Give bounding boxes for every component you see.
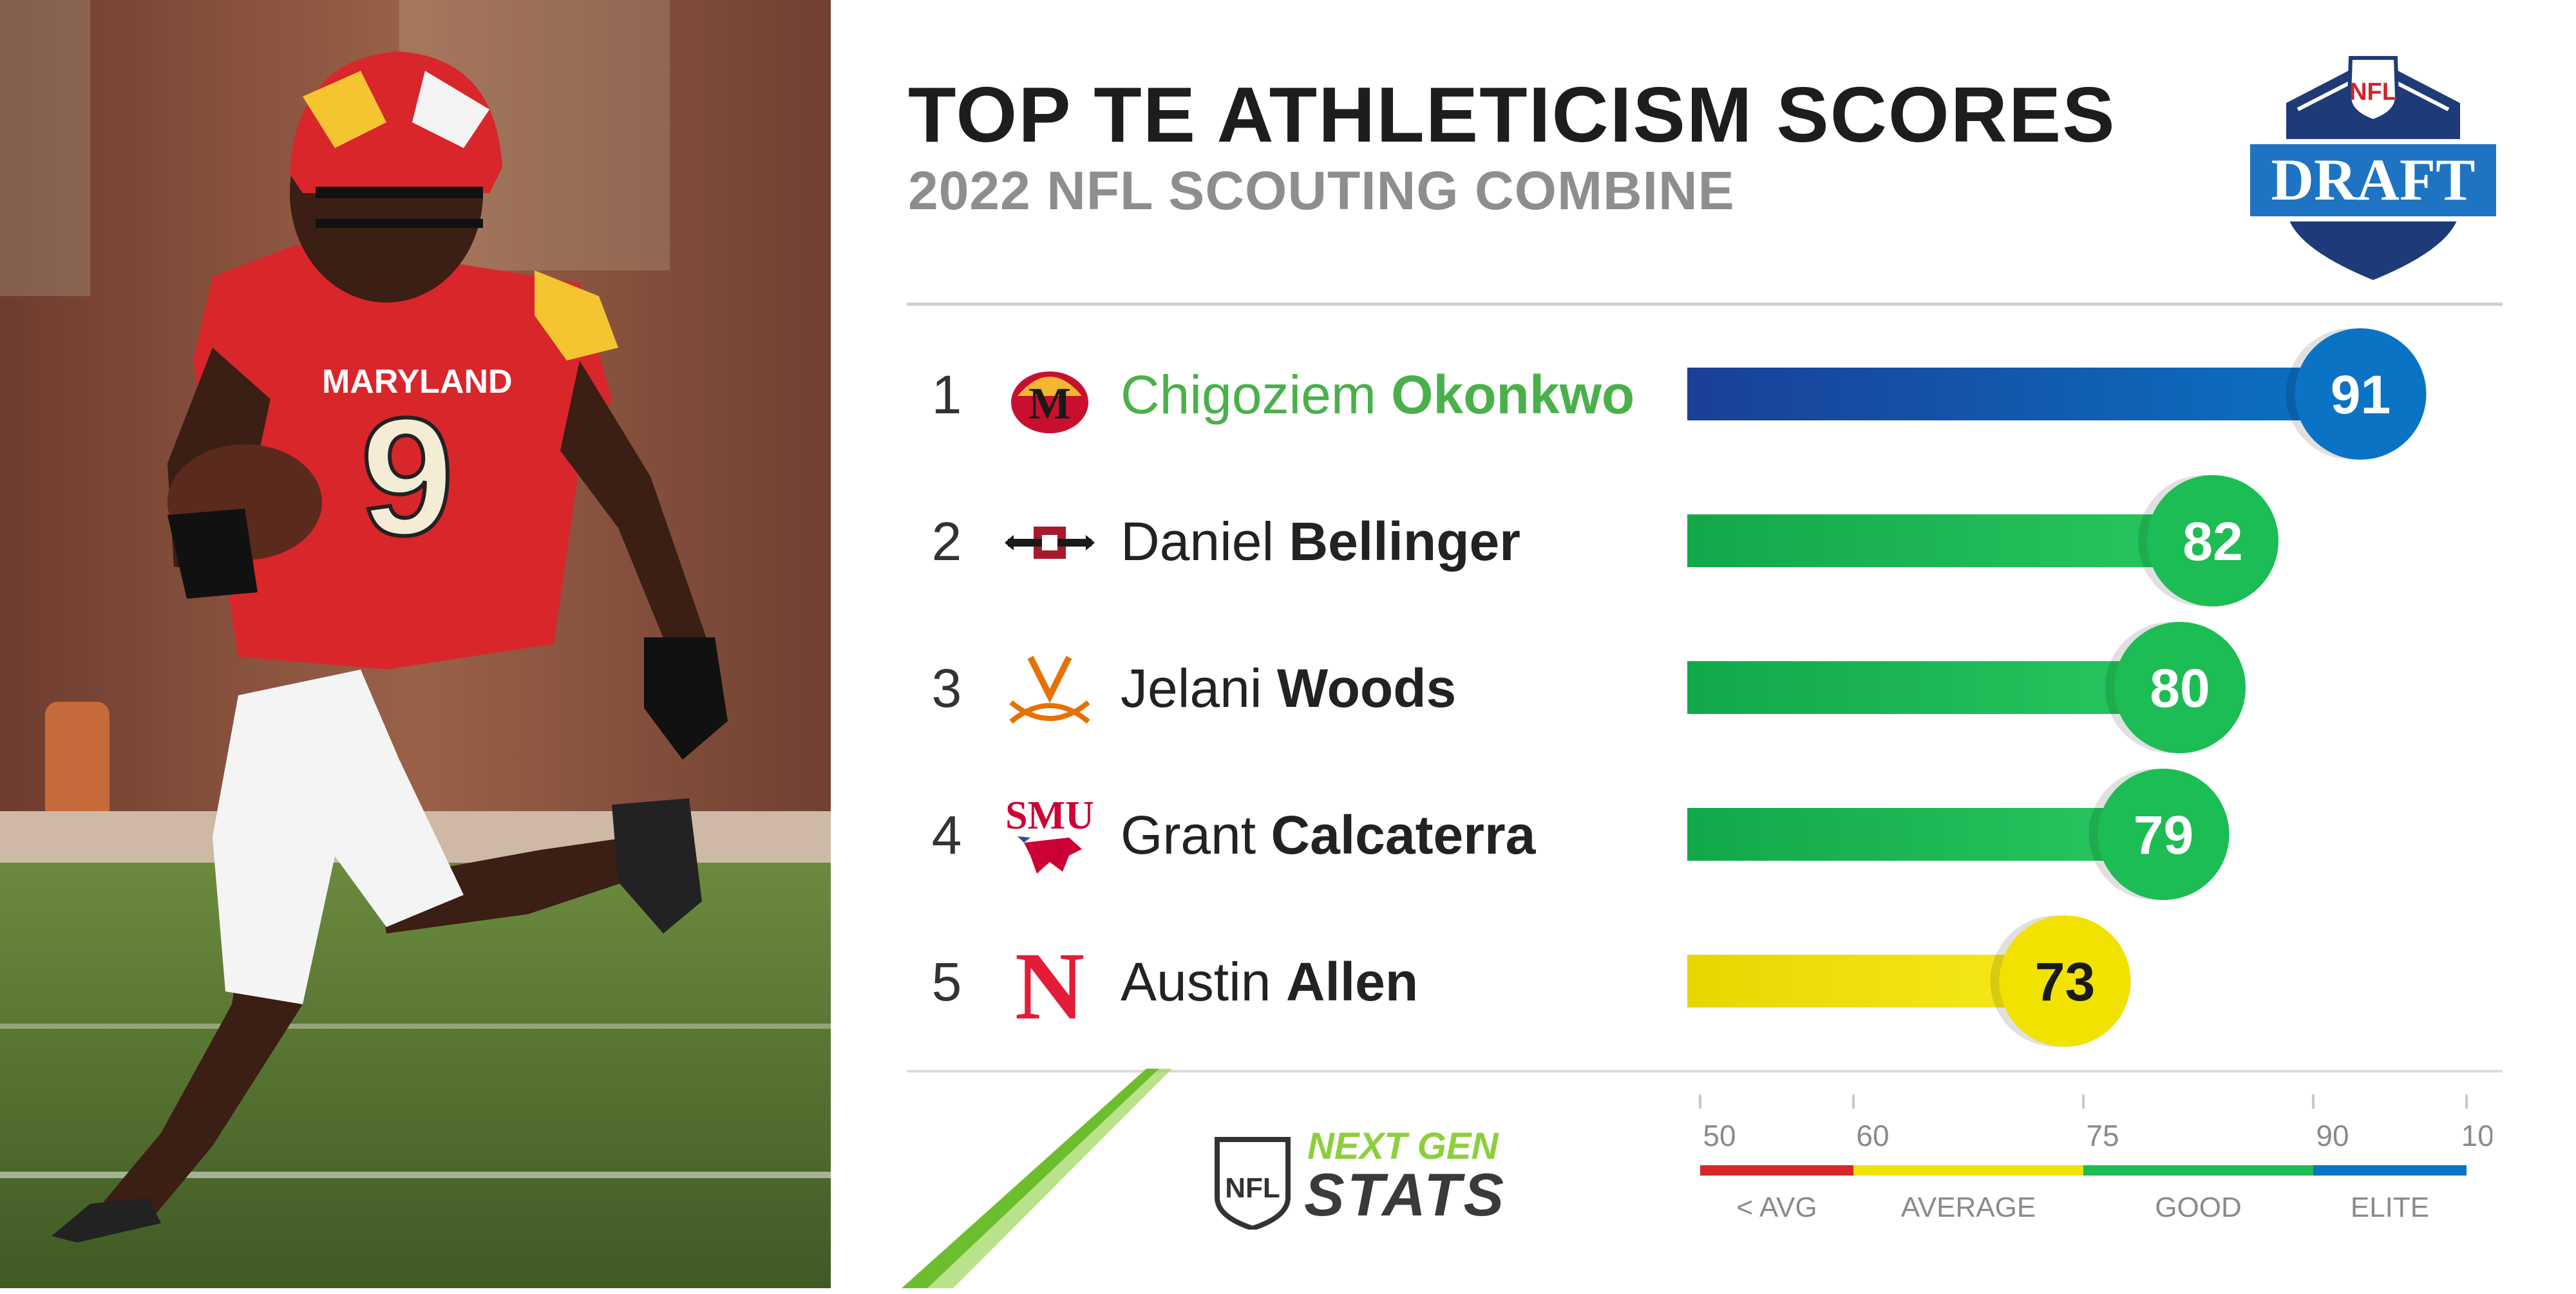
player-last-name: Bellinger [1289,511,1520,572]
score-badge [1999,915,2131,1047]
scale-segment-label: GOOD [2155,1192,2241,1223]
rank-label: 5 [931,952,962,1012]
scale-segment [2083,1165,2313,1176]
player-first-name: Austin [1121,952,1271,1012]
san-diego-state-icon [1005,527,1095,559]
scale-tick-label: 50 [1703,1119,1736,1152]
player-first-name: Daniel [1121,511,1274,572]
scale-segment [1853,1165,2083,1176]
player-name: Jelani Woods [1121,657,1456,720]
player-name: Austin Allen [1121,951,1418,1013]
scale-tick-label: 60 [1856,1119,1889,1152]
ngs-nfl-text: NFL [1225,1172,1280,1204]
rank-label: 2 [931,511,962,572]
virginia-cavaliers-icon [1009,655,1090,724]
player-name: Daniel Bellinger [1121,511,1520,573]
scale-segment-label: AVERAGE [1901,1192,2036,1223]
player-name: Grant Calcaterra [1121,804,1535,867]
nfl-draft-logo: NFL DRAFT [2248,56,2499,280]
scale-segment-label: < AVG [1736,1192,1817,1223]
svg-text:M: M [1028,379,1071,429]
player-photo-illustration: 9 MARYLAND [0,0,831,1288]
draft-banner-text: DRAFT [2271,147,2476,212]
scale-segment [2313,1165,2467,1176]
player-last-name: Calcaterra [1271,805,1536,865]
smu-text: SMU [1005,794,1094,838]
bottom-divider [907,1070,2503,1073]
score-label: 91 [2331,364,2391,425]
nebraska-n-icon: N [1015,938,1084,1028]
ngs-line2: STATS [1304,1161,1506,1228]
score-bar [1687,661,2180,714]
svg-text:9: 9 [361,384,454,570]
score-bar [1687,808,2164,861]
score-label: 73 [2035,952,2095,1012]
nfl-shield-icon [2347,56,2400,124]
score-badge [2098,769,2230,900]
nebraska-n-text: N [1015,938,1084,1028]
score-badge [2295,328,2427,460]
player-photo: 9 MARYLAND [0,0,831,1288]
score-bar [1687,514,2213,567]
player-last-name: Allen [1285,952,1419,1012]
draft-banner [2248,139,2499,221]
score-label: 79 [2134,805,2193,865]
scale-tick-label: 90 [2316,1119,2349,1152]
score-badge [2114,622,2246,753]
chart-title: TOP TE ATHLETICISM SCORES [908,71,2116,158]
scale-tick-label: 75 [2086,1119,2119,1152]
svg-text:MARYLAND: MARYLAND [322,363,513,400]
rank-label: 1 [931,364,962,425]
nfl-shield-text: NFL [2349,79,2397,106]
scale-segment-label: ELITE [2351,1192,2429,1223]
maryland-terrapins-icon: M [1011,371,1088,433]
player-first-name: Jelani [1121,658,1262,718]
chart-subtitle: 2022 NFL SCOUTING COMBINE [908,160,1735,221]
score-badge [2147,475,2278,606]
nfl-shield-small-icon [1215,1137,1291,1230]
score-scale-legend: 50 60 75 90 100 < AVG AVERAGE GOOD ELITE [1699,1094,2492,1223]
score-label: 82 [2183,511,2242,572]
green-accent-stripe [902,1069,1172,1288]
rank-label: 3 [931,658,962,718]
player-first-name: Chigoziem [1121,364,1376,425]
scale-tick-label: 100 [2461,1119,2492,1152]
score-label: 80 [2150,658,2210,718]
smu-mustangs-icon: SMU [1005,794,1094,874]
top-divider [907,303,2503,306]
ngs-line1: NEXT GEN [1307,1125,1499,1167]
next-gen-stats-logo: NFL NEXT GEN STATS [1215,1125,1506,1230]
player-last-name: Woods [1276,658,1457,718]
player-name: Chigoziem Okonkwo [1121,364,1634,426]
score-bar [1687,368,2361,420]
scale-segment [1700,1165,1853,1176]
player-last-name: Okonkwo [1391,364,1635,425]
rank-label: 4 [931,805,962,865]
player-first-name: Grant [1121,805,1256,865]
